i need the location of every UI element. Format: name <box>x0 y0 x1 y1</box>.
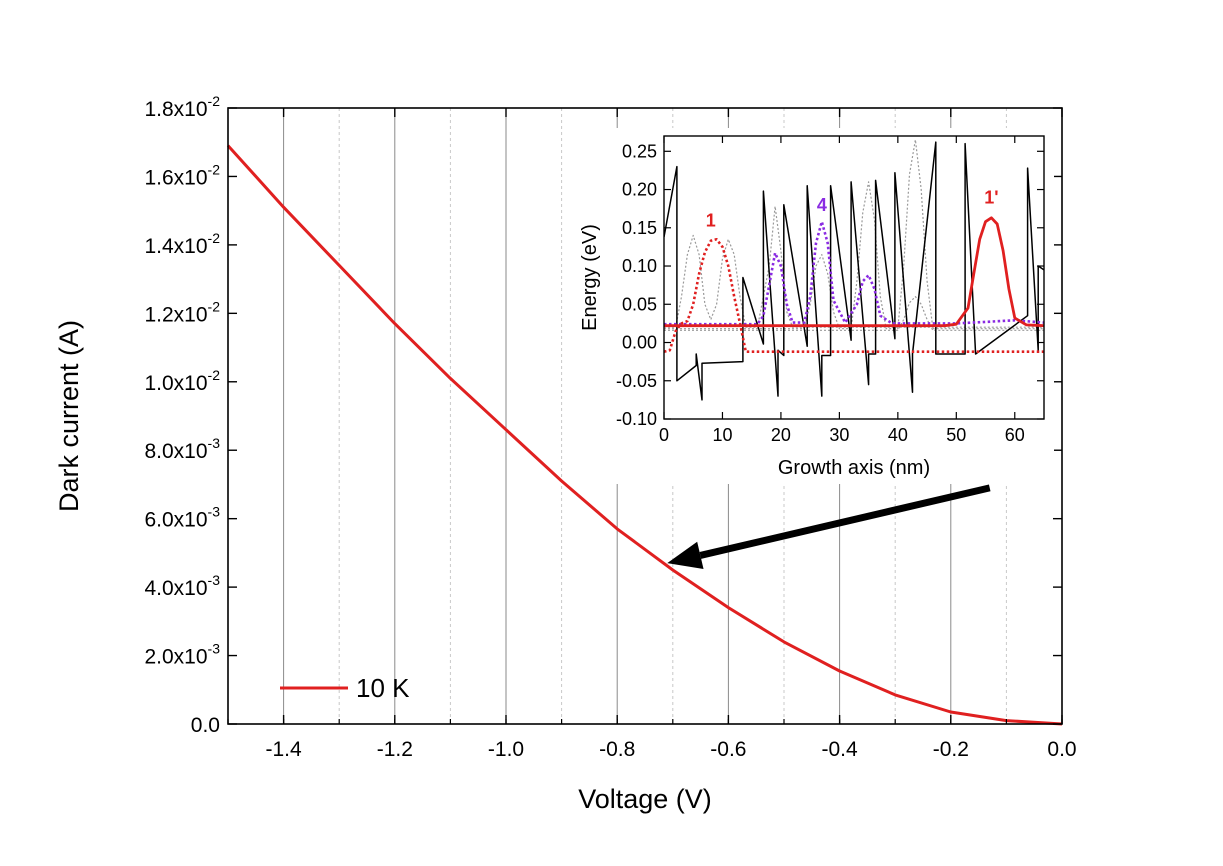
x-tick-label: -1.2 <box>377 738 413 761</box>
inset-state-labels: 1 4 1' <box>706 187 999 230</box>
inset-x-tick-label: 40 <box>888 425 908 445</box>
y-tick-label: 8.0x10-3 <box>144 435 220 463</box>
series-line-10k <box>226 144 1063 726</box>
main-plot-frame <box>227 107 1063 725</box>
x-tick-label: -0.2 <box>933 738 969 761</box>
inset-y-tick-label: -0.05 <box>616 371 657 391</box>
inset-series-state-1prime <box>664 216 1044 328</box>
inset-x-tick-label: 50 <box>946 425 966 445</box>
inset-state-label: 1' <box>984 187 998 207</box>
x-tick-label: -0.4 <box>822 738 859 761</box>
x-tick-labels: -1.4 -1.2 -1.0 -0.8 -0.6 -0.4 -0.2 0.0 <box>266 738 1077 761</box>
y-tick-label: 4.0x10-3 <box>144 572 220 600</box>
y-tick-label: 6.0x10-3 <box>144 504 220 532</box>
inset-y-tick-labels: -0.10 -0.05 0.00 0.05 0.10 0.15 0.20 0.25 <box>616 141 657 429</box>
arrow-head <box>667 541 704 570</box>
inset-series-potential-profile <box>664 141 1044 401</box>
legend-label-10k: 10 K <box>356 673 410 703</box>
y-tick-label: 2.0x10-3 <box>144 641 220 669</box>
inset-series-gray-dotted <box>664 205 1044 328</box>
inset-y-tick-label: 0.25 <box>622 141 657 161</box>
main-series <box>226 144 1063 726</box>
inset-y-tick-label: 0.00 <box>622 333 657 353</box>
inset-energy-chart: 0 10 20 30 40 50 60 -0.10 -0.05 0.00 0.05 0.10 0.15… <box>570 128 1054 484</box>
inset-y-tick-label: 0.05 <box>622 294 657 314</box>
x-axis-title: Voltage (V) <box>578 784 712 814</box>
y-tick-label: 1.8x10-2 <box>144 93 220 121</box>
inset-series <box>664 139 1044 401</box>
inset-x-axis-title: Growth axis (nm) <box>778 457 930 479</box>
inset-y-tick-label: 0.20 <box>622 180 657 200</box>
inset-series-gray-dotted <box>664 139 1044 330</box>
inset-ticks <box>663 136 1044 420</box>
inset-y-tick-label: -0.10 <box>616 409 657 429</box>
inset-x-tick-label: 0 <box>659 425 669 445</box>
inset-y-tick-label: 0.15 <box>622 218 657 238</box>
arrow-shaft <box>699 484 991 559</box>
main-ticks <box>227 107 1063 725</box>
annotation-arrow <box>667 484 991 570</box>
inset-y-axis-title: Energy (eV) <box>579 224 601 331</box>
x-tick-label: -1.4 <box>266 738 303 761</box>
inset-y-tick-label: 0.10 <box>622 256 657 276</box>
y-axis-title: Dark current (A) <box>54 320 84 512</box>
x-tick-label: -1.0 <box>488 738 524 761</box>
inset-x-tick-label: 60 <box>1005 425 1025 445</box>
x-tick-label: -0.6 <box>710 738 746 761</box>
y-tick-label: 1.6x10-2 <box>144 161 220 189</box>
inset-series-state-4-dotted <box>664 220 1044 326</box>
inset-state-label: 1 <box>706 210 716 230</box>
inset-x-tick-label: 20 <box>771 425 791 445</box>
x-tick-label: 0.0 <box>1047 738 1076 761</box>
inset-x-tick-labels: 0 10 20 30 40 50 60 <box>659 425 1025 445</box>
inset-x-tick-label: 30 <box>829 425 849 445</box>
inset-x-tick-label: 10 <box>712 425 732 445</box>
y-tick-label: 1.2x10-2 <box>144 298 220 326</box>
y-tick-labels: 0.0 2.0x10-3 4.0x10-3 6.0x10-3 8.0x10-3 1.0x1… <box>144 93 220 737</box>
inset-plot-frame <box>663 135 1045 420</box>
legend: 10 K <box>280 673 410 703</box>
x-tick-label: -0.8 <box>599 738 635 761</box>
y-tick-label: 1.0x10-2 <box>144 367 220 395</box>
inset-state-label: 4 <box>817 195 827 215</box>
y-tick-label: 0.0 <box>191 714 220 737</box>
y-tick-label: 1.4x10-2 <box>144 230 220 258</box>
